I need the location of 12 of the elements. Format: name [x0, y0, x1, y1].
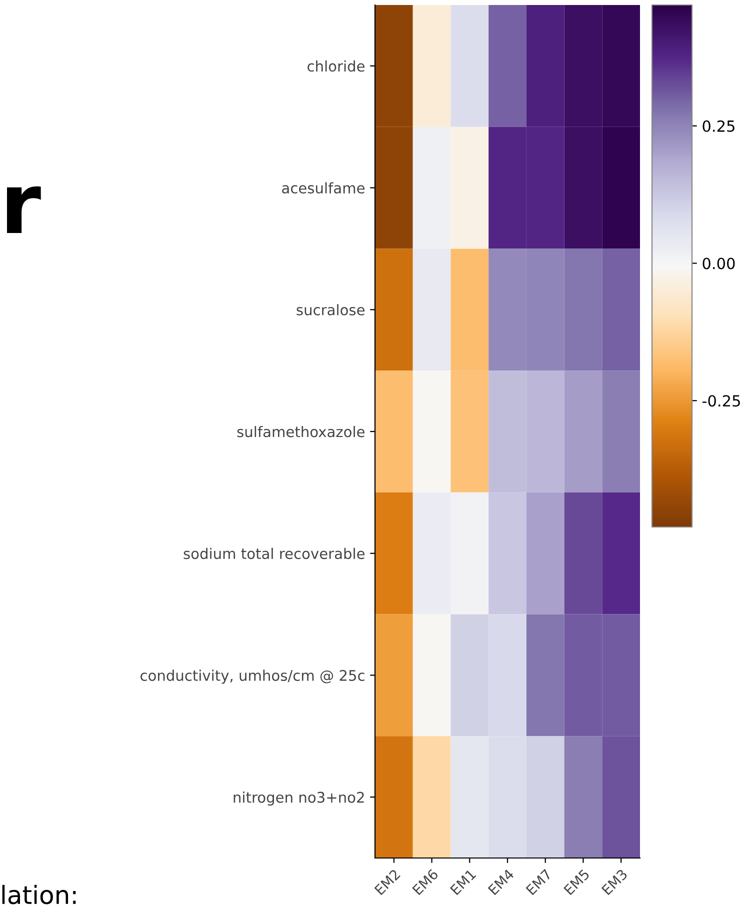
- text: lation:: [2, 884, 76, 904]
- y-tick-label: sulfamethoxazole: [237, 426, 364, 438]
- color-bar-label: 0.25: [702, 120, 734, 132]
- y-tick-label: acesulfame: [282, 182, 364, 194]
- y-tick-label: nitrogen no3+no2: [234, 792, 364, 806]
- color-bar-label: 0.00: [702, 258, 735, 270]
- y-tick-label: conductivity, umhos/cm @ 25c: [140, 670, 364, 684]
- y-tick-label: sucralose: [296, 304, 364, 316]
- y-tick-label: chloride: [308, 60, 364, 72]
- y-tick-label: sodium total recoverable: [184, 548, 364, 560]
- color-bar-label: -0.25: [702, 395, 740, 407]
- text: r: [7, 186, 41, 233]
